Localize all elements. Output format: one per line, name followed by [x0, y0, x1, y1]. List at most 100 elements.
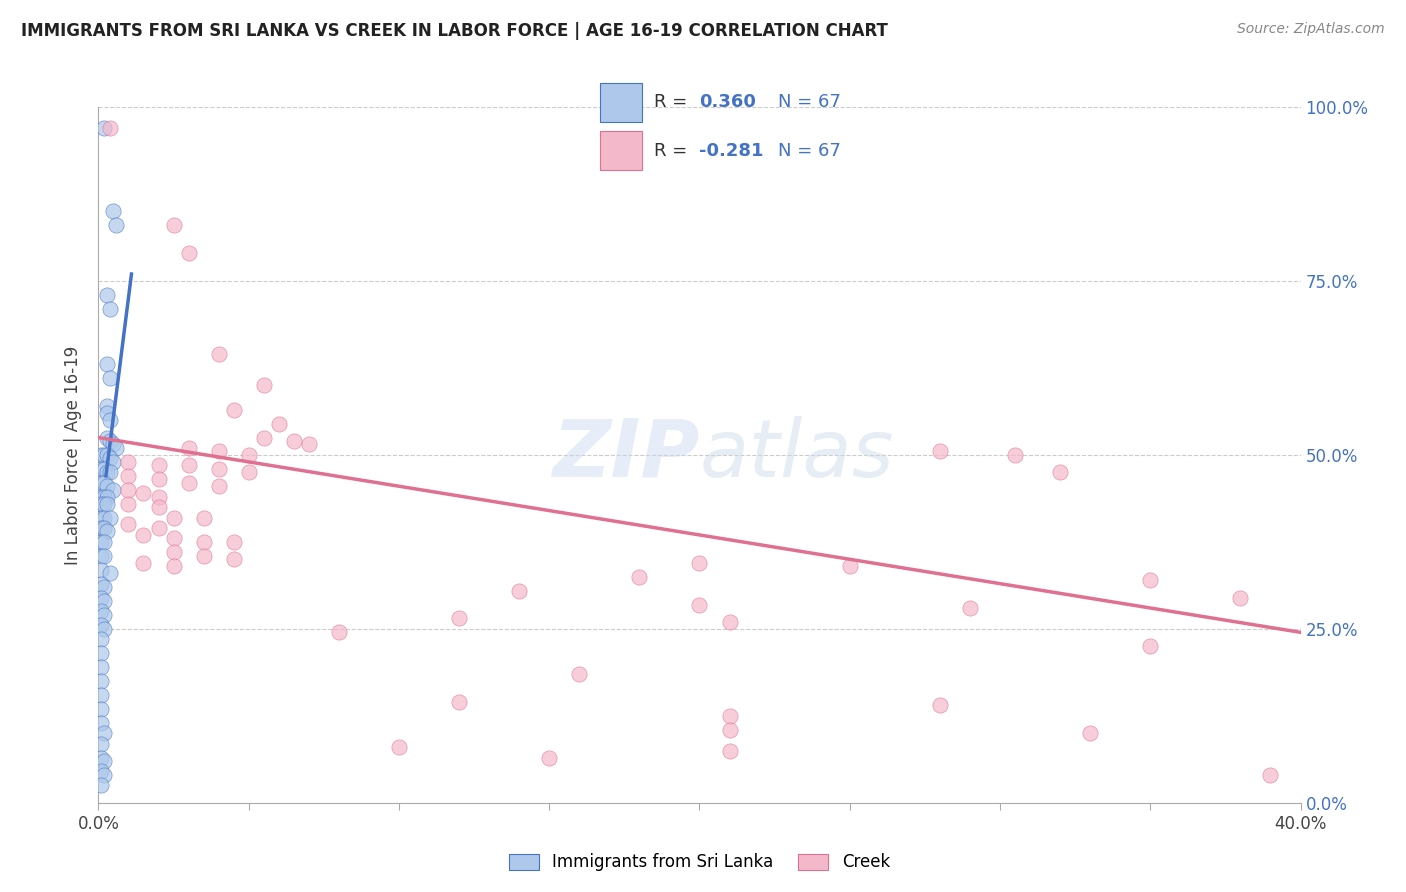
- Point: [90, 448, 112, 462]
- Point: [93, 120, 115, 135]
- Point: [1139, 639, 1161, 653]
- Point: [628, 570, 651, 584]
- Point: [90, 462, 112, 476]
- Point: [90, 646, 112, 660]
- Point: [105, 219, 128, 233]
- Point: [208, 444, 231, 458]
- Point: [162, 219, 184, 233]
- Point: [96, 479, 118, 493]
- Point: [162, 532, 184, 546]
- Text: ZIP: ZIP: [553, 416, 700, 494]
- Point: [1260, 768, 1282, 782]
- Point: [238, 448, 260, 462]
- Point: [90, 549, 112, 563]
- Legend: Immigrants from Sri Lanka, Creek: Immigrants from Sri Lanka, Creek: [502, 847, 897, 878]
- Point: [90, 490, 112, 504]
- Point: [90, 521, 112, 535]
- Point: [238, 466, 260, 480]
- Point: [148, 458, 170, 473]
- Point: [929, 444, 952, 458]
- Point: [96, 466, 118, 480]
- Point: [568, 667, 591, 681]
- Point: [93, 607, 115, 622]
- Point: [208, 479, 231, 493]
- Point: [93, 594, 115, 608]
- Point: [90, 764, 112, 779]
- Point: [103, 483, 125, 497]
- Text: -0.281: -0.281: [699, 142, 763, 160]
- Point: [96, 431, 118, 445]
- Point: [93, 490, 115, 504]
- Point: [1004, 448, 1026, 462]
- Point: [838, 559, 860, 574]
- Text: N = 67: N = 67: [778, 94, 841, 112]
- Point: [208, 462, 231, 476]
- Y-axis label: In Labor Force | Age 16-19: In Labor Force | Age 16-19: [65, 345, 83, 565]
- Point: [132, 486, 155, 500]
- Point: [90, 475, 112, 490]
- Text: R =: R =: [654, 142, 693, 160]
- Point: [959, 601, 981, 615]
- Point: [93, 622, 115, 636]
- Point: [298, 437, 321, 451]
- Point: [90, 618, 112, 632]
- Point: [253, 431, 276, 445]
- Point: [222, 402, 245, 417]
- Point: [96, 448, 118, 462]
- Point: [208, 347, 231, 361]
- Point: [1139, 573, 1161, 587]
- Point: [447, 695, 470, 709]
- Point: [93, 475, 115, 490]
- Point: [148, 500, 170, 514]
- Point: [93, 754, 115, 768]
- Point: [90, 778, 112, 792]
- Point: [90, 563, 112, 577]
- Text: 0.360: 0.360: [699, 94, 756, 112]
- Point: [100, 510, 122, 524]
- Point: [100, 413, 122, 427]
- Point: [103, 204, 125, 219]
- Text: R =: R =: [654, 94, 693, 112]
- Point: [1049, 466, 1071, 480]
- Point: [132, 556, 155, 570]
- Point: [90, 535, 112, 549]
- Point: [388, 740, 411, 755]
- Point: [117, 483, 139, 497]
- Point: [177, 246, 200, 260]
- Point: [90, 737, 112, 751]
- Point: [117, 517, 139, 532]
- Point: [689, 556, 711, 570]
- Point: [117, 497, 139, 511]
- Text: N = 67: N = 67: [778, 142, 841, 160]
- Point: [177, 475, 200, 490]
- Point: [90, 715, 112, 730]
- Point: [267, 417, 290, 431]
- Point: [148, 521, 170, 535]
- Point: [93, 535, 115, 549]
- Point: [718, 708, 741, 723]
- Point: [253, 378, 276, 392]
- Point: [100, 301, 122, 316]
- Point: [718, 723, 741, 737]
- Point: [90, 591, 112, 605]
- Point: [283, 434, 305, 448]
- Point: [96, 524, 118, 539]
- Point: [132, 528, 155, 542]
- Point: [96, 288, 118, 302]
- Point: [193, 510, 215, 524]
- Point: [93, 497, 115, 511]
- Point: [96, 406, 118, 420]
- Point: [93, 510, 115, 524]
- Point: [105, 441, 128, 455]
- Point: [222, 552, 245, 566]
- Point: [718, 744, 741, 758]
- Point: [93, 521, 115, 535]
- Bar: [599, 83, 643, 122]
- Point: [90, 688, 112, 702]
- Point: [162, 559, 184, 574]
- Point: [90, 750, 112, 764]
- Point: [508, 583, 530, 598]
- Point: [100, 434, 122, 448]
- Point: [93, 580, 115, 594]
- Text: Source: ZipAtlas.com: Source: ZipAtlas.com: [1237, 22, 1385, 37]
